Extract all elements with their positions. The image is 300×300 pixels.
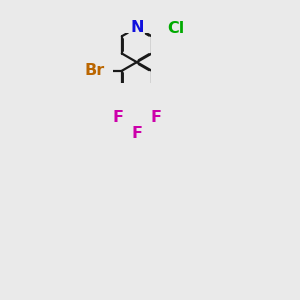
Text: Cl: Cl [168,21,185,36]
Text: N: N [130,20,144,35]
Text: F: F [112,110,124,125]
Text: F: F [131,126,142,141]
Text: Br: Br [85,63,105,78]
Text: F: F [150,110,161,125]
